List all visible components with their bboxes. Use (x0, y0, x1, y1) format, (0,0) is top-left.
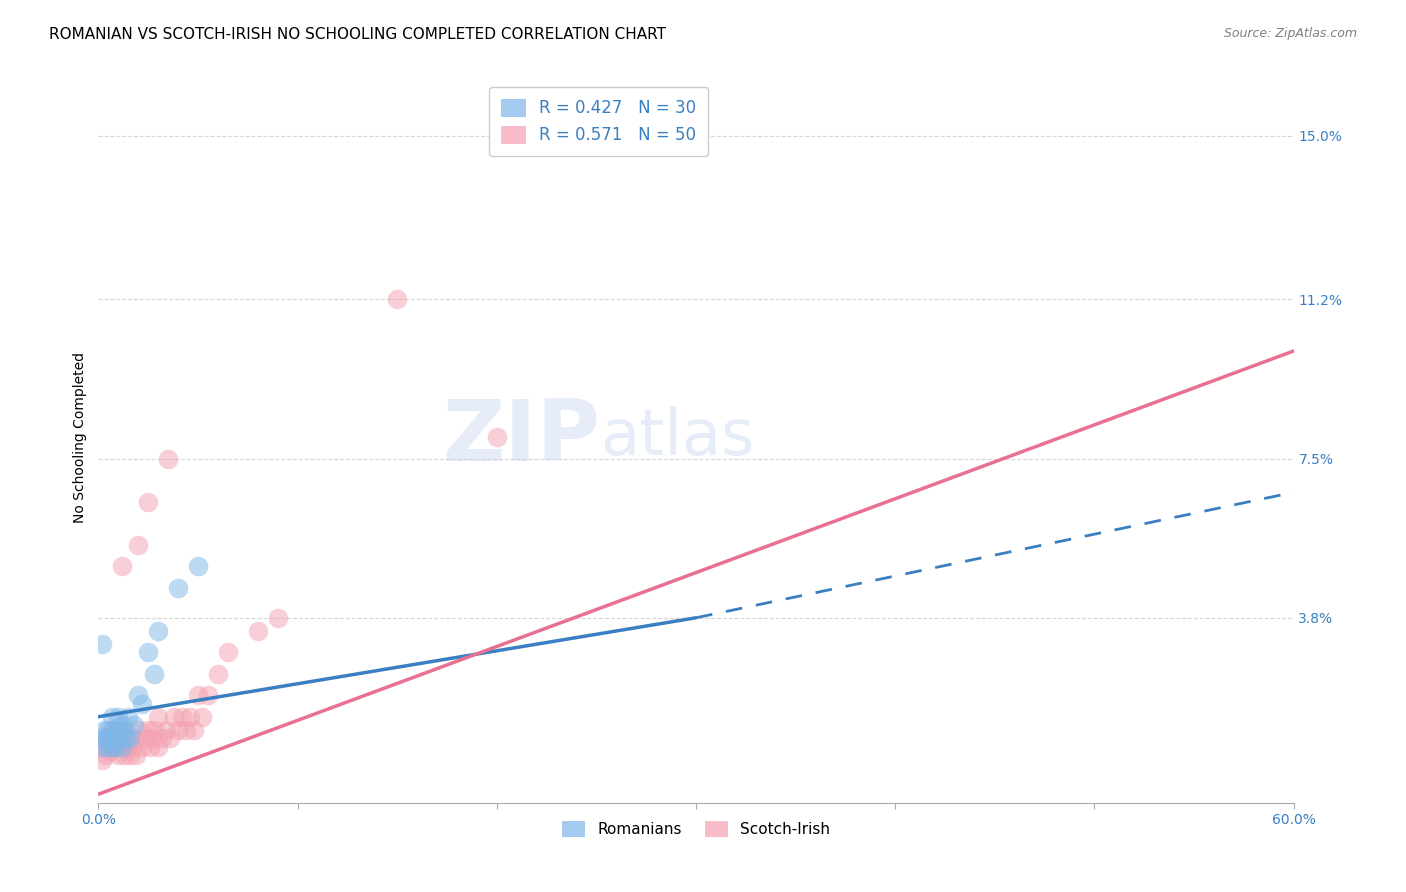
Point (136, 645, 159, 659)
Point (110, 739, 132, 754)
Point (103, 739, 125, 754)
Point (105, 731, 128, 746)
Point (183, 723, 205, 737)
Point (127, 688, 149, 702)
Point (187, 688, 209, 702)
Point (97, 723, 120, 737)
Point (91, 753, 114, 767)
Point (159, 731, 181, 746)
Point (127, 723, 149, 737)
Point (115, 731, 138, 746)
Point (98, 744, 122, 758)
Point (148, 624, 170, 638)
Point (141, 731, 163, 746)
Text: Source: ZipAtlas.com: Source: ZipAtlas.com (1223, 27, 1357, 40)
Point (105, 739, 128, 754)
Y-axis label: No Schooling Completed: No Schooling Completed (73, 351, 87, 523)
Point (187, 559, 209, 574)
Point (267, 611, 290, 625)
Point (167, 581, 190, 595)
Point (91, 637, 114, 651)
Point (107, 710, 129, 724)
Point (485, 430, 508, 444)
Point (139, 739, 162, 754)
Point (143, 723, 166, 737)
Point (107, 723, 129, 737)
Point (101, 710, 124, 724)
Point (174, 723, 197, 737)
Point (117, 731, 139, 746)
Text: ZIP: ZIP (443, 395, 600, 479)
Point (136, 723, 159, 737)
Point (127, 538, 149, 552)
Point (93, 731, 115, 746)
Point (136, 494, 159, 508)
Point (135, 731, 157, 746)
Point (120, 748, 142, 763)
Point (111, 739, 134, 754)
Point (197, 688, 219, 702)
Point (117, 710, 139, 724)
Point (120, 731, 142, 746)
Point (93, 739, 115, 754)
Legend: Romanians, Scotch-Irish: Romanians, Scotch-Irish (553, 812, 839, 847)
Point (101, 739, 124, 754)
Point (107, 748, 129, 763)
Point (163, 710, 186, 724)
Point (103, 723, 125, 737)
Point (207, 666, 229, 681)
Point (246, 624, 269, 638)
Point (112, 748, 135, 763)
Point (148, 739, 170, 754)
Point (125, 748, 148, 763)
Point (131, 739, 153, 754)
Point (131, 697, 153, 711)
Point (148, 710, 170, 724)
Point (111, 559, 134, 574)
Point (96, 731, 118, 746)
Point (191, 710, 214, 724)
Text: ROMANIAN VS SCOTCH-IRISH NO SCHOOLING COMPLETED CORRELATION CHART: ROMANIAN VS SCOTCH-IRISH NO SCHOOLING CO… (49, 27, 666, 42)
Point (101, 723, 124, 737)
Point (111, 718, 134, 732)
Point (97, 731, 120, 746)
Point (155, 723, 177, 737)
Point (103, 731, 125, 746)
Point (98, 731, 122, 746)
Point (150, 731, 173, 746)
Point (143, 666, 166, 681)
Text: atlas: atlas (600, 406, 755, 468)
Point (111, 731, 134, 746)
Point (172, 710, 194, 724)
Point (121, 739, 143, 754)
Point (179, 710, 201, 724)
Point (124, 731, 146, 746)
Point (91, 739, 114, 754)
Point (96, 748, 118, 763)
Point (110, 731, 132, 746)
Point (124, 718, 146, 732)
Point (97, 739, 120, 754)
Point (385, 293, 409, 307)
Point (93, 723, 115, 737)
Point (115, 739, 138, 754)
Point (107, 723, 129, 737)
Point (157, 451, 180, 466)
Point (167, 723, 190, 737)
Point (217, 645, 239, 659)
Point (112, 723, 135, 737)
